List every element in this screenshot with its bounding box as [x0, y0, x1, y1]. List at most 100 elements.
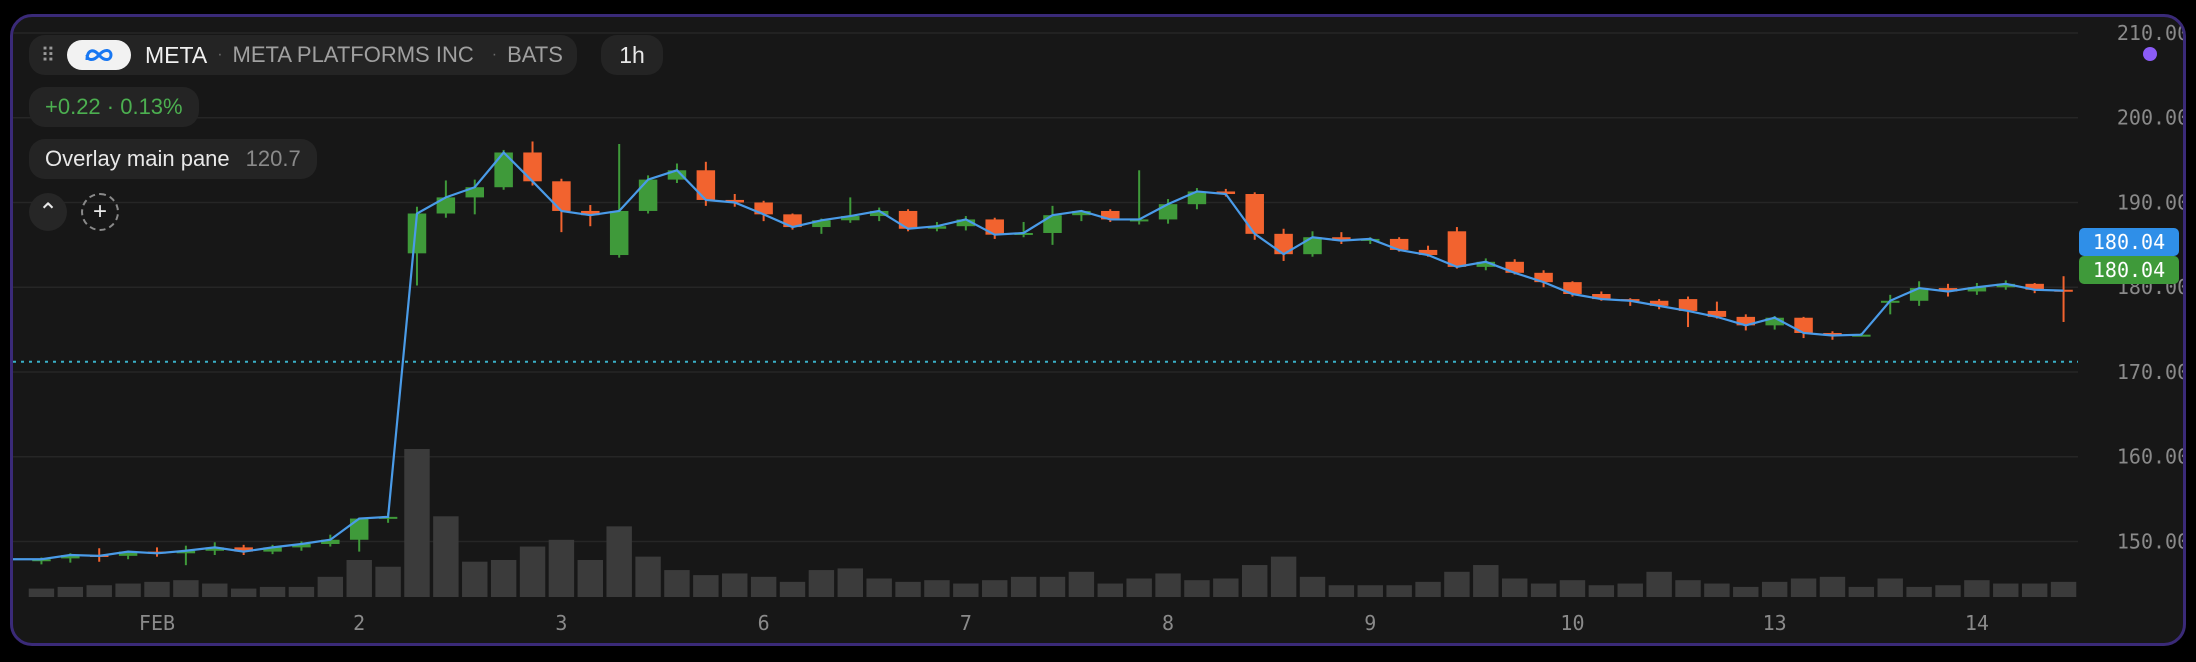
volume-bar [1444, 571, 1470, 597]
volume-bar [664, 570, 690, 597]
volume-bar [1704, 583, 1730, 597]
volume-bar [722, 573, 748, 597]
volume-bar [433, 516, 459, 597]
volume-bar [924, 580, 950, 597]
overlay-value: 120.7 [245, 146, 301, 171]
volume-bar [1068, 571, 1095, 597]
volume-bar [1906, 586, 1932, 597]
candle-body [1303, 237, 1322, 255]
volume-bar [317, 576, 344, 597]
volume-bar [173, 580, 199, 597]
candle-body [927, 226, 947, 229]
exchange-name: BATS [507, 42, 563, 67]
volume-bar [577, 560, 604, 597]
drag-handle-icon[interactable]: ⠿ [40, 44, 56, 67]
volume-bar [1790, 578, 1817, 597]
volume-bar [1184, 580, 1210, 597]
volume-bar [1097, 583, 1123, 597]
volume-bar [1588, 585, 1615, 597]
volume-bar [86, 585, 112, 597]
volume-bar [1501, 578, 1528, 597]
symbol-ticker: META [145, 41, 208, 68]
volume-bar [519, 546, 546, 597]
separator-dot: · [491, 46, 498, 63]
y-tick-label: 190.00 [2117, 190, 2183, 214]
volume-bar [1848, 586, 1875, 597]
overlay-label: Overlay main pane [45, 146, 230, 171]
candle-body [754, 202, 773, 215]
volume-bar [1993, 583, 2019, 597]
candle-body [118, 551, 138, 556]
x-tick-label: 8 [1162, 611, 1174, 635]
candle-body [1158, 204, 1178, 220]
x-tick-label: 13 [1763, 611, 1787, 635]
candle-body [725, 199, 744, 203]
candle-body [1534, 272, 1553, 283]
volume-bar [1010, 576, 1037, 597]
volume-bar [548, 539, 575, 597]
candle-body [1736, 316, 1756, 326]
x-tick-label: 2 [353, 611, 365, 635]
volume-bar [115, 583, 141, 597]
volume-bar [1530, 583, 1557, 597]
volume-bar [1386, 585, 1412, 597]
x-tick-label: 3 [555, 611, 567, 635]
volume-bar [1761, 581, 1788, 597]
candle-body [436, 197, 456, 214]
volume-bar [1415, 581, 1441, 597]
y-tick-label: 160.00 [2117, 445, 2183, 469]
volume-bar [490, 560, 517, 597]
candle-body [1476, 261, 1496, 267]
volume-bar [1819, 576, 1846, 597]
candle-body [2025, 283, 2044, 290]
overlay-legend[interactable]: Overlay main pane 120.7 [29, 139, 317, 179]
candle-body [494, 152, 513, 188]
candle-body [465, 187, 484, 198]
candle-body [1938, 288, 1958, 292]
volume-bar [144, 581, 170, 597]
x-tick-label: 9 [1364, 611, 1376, 635]
candle-body [696, 170, 716, 200]
volume-bar [1242, 565, 1268, 597]
candle-body [869, 210, 889, 217]
candle-body [1649, 300, 1669, 306]
volume-bar [1213, 578, 1239, 597]
volume-bar [693, 575, 719, 597]
candle-body [956, 219, 976, 227]
meta-logo-icon [67, 40, 131, 70]
volume-bar [288, 586, 315, 597]
volume-bar [230, 588, 257, 597]
volume-bar [57, 586, 84, 597]
price-chart[interactable]: 210.00200.00190.00180.00170.00160.00150.… [13, 17, 2183, 643]
price-badge [2079, 256, 2179, 284]
candle-body [1043, 215, 1062, 233]
volume-bar [750, 576, 777, 597]
volume-bar [779, 581, 806, 597]
candle-body [523, 152, 542, 182]
price-badge-label: 180.04 [2093, 258, 2165, 282]
candle-body [1216, 191, 1236, 195]
x-tick-label: 6 [758, 611, 770, 635]
candle-body [609, 210, 629, 256]
candle-body [1765, 317, 1784, 326]
candle-body [552, 181, 571, 211]
volume-bar [404, 449, 430, 597]
candle-body [1823, 332, 1842, 336]
candle-body [841, 216, 860, 221]
collapse-button[interactable]: ⌃ [29, 193, 67, 231]
candle-body [234, 547, 253, 552]
candle-body [176, 550, 196, 554]
volume-bar [346, 560, 372, 597]
volume-bar [1675, 580, 1701, 597]
timeframe-button[interactable]: 1h [601, 35, 663, 75]
close-price-line [13, 150, 2064, 561]
candle-body [667, 170, 687, 180]
add-indicator-button[interactable]: + [81, 193, 119, 231]
candle-body [1505, 261, 1524, 273]
volume-bar [1039, 576, 1066, 597]
symbol-pill[interactable]: ⠿ META · META PLATFORMS INC · BATS [29, 35, 577, 75]
candle-body [1592, 294, 1611, 300]
candle-body [581, 210, 600, 216]
candle-body [292, 543, 311, 548]
volume-bar [1328, 585, 1355, 597]
